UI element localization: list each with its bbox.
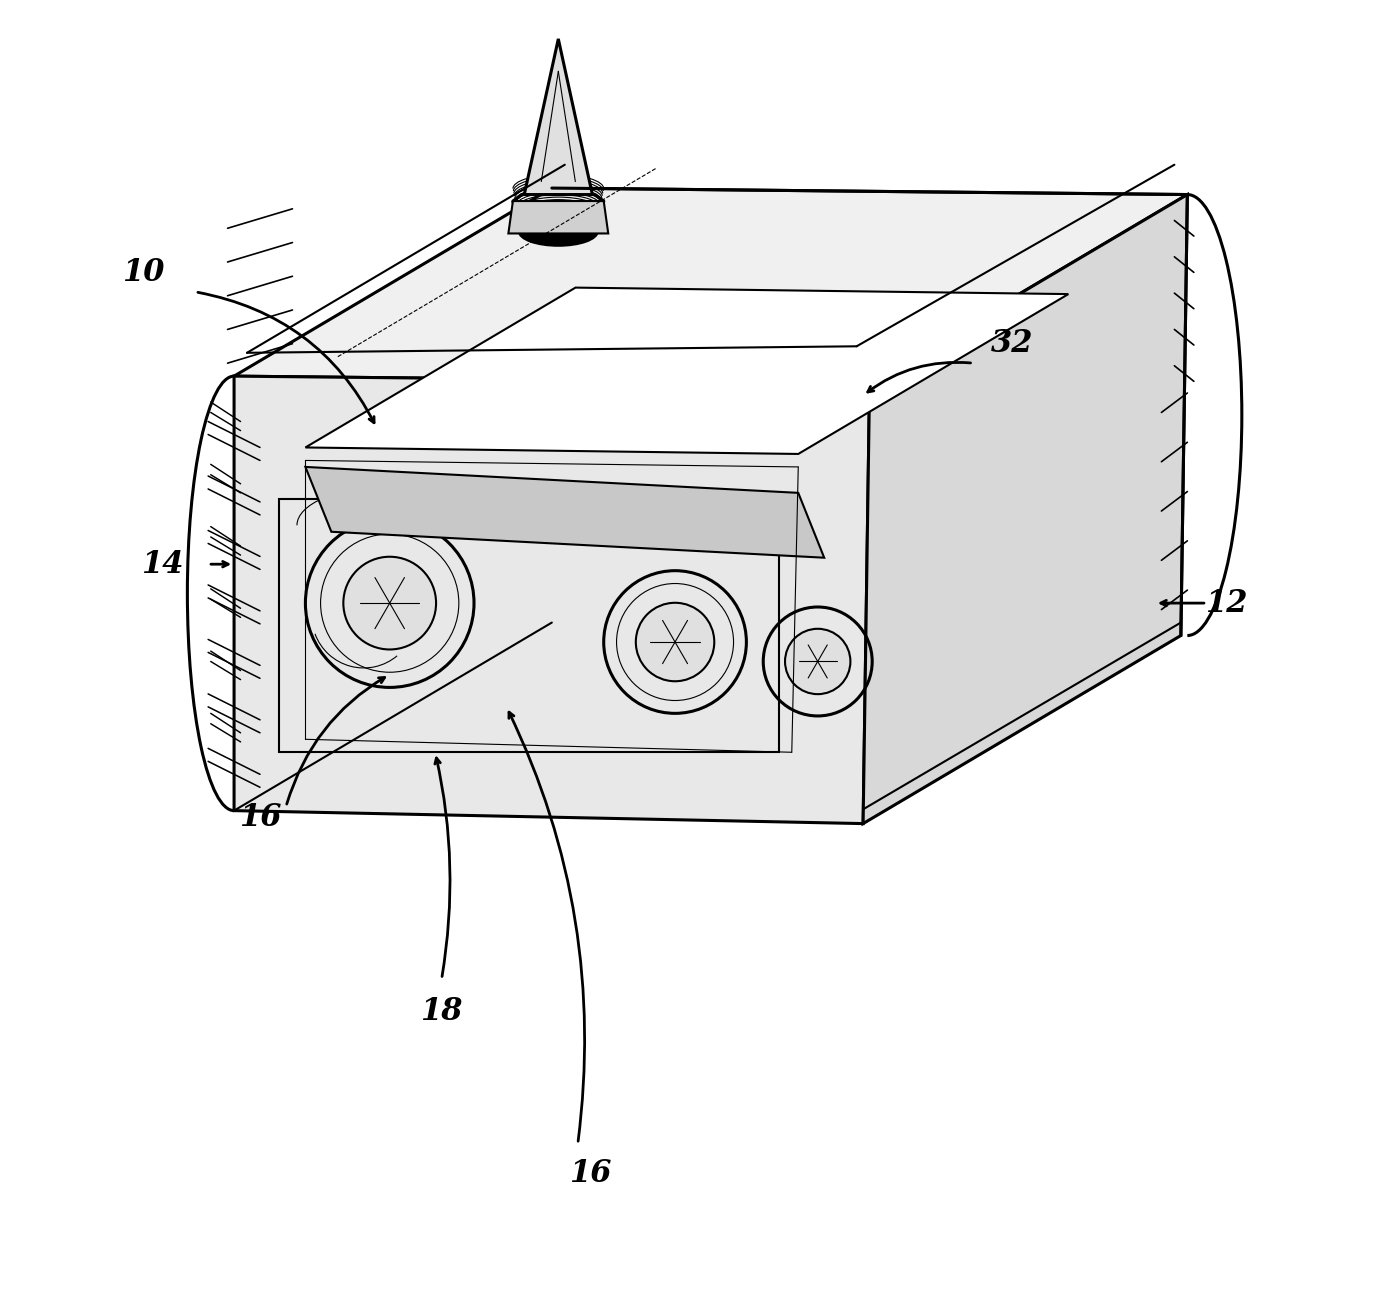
PathPatch shape: [306, 288, 1068, 454]
PathPatch shape: [524, 39, 592, 195]
PathPatch shape: [235, 376, 870, 824]
Text: 32: 32: [990, 328, 1033, 359]
Text: 16: 16: [569, 1158, 613, 1189]
Circle shape: [343, 556, 436, 650]
Circle shape: [785, 629, 850, 694]
Text: 14: 14: [142, 549, 183, 580]
Text: 18: 18: [421, 996, 463, 1027]
Text: 12: 12: [1206, 588, 1247, 619]
Circle shape: [636, 603, 714, 681]
PathPatch shape: [508, 201, 608, 233]
PathPatch shape: [863, 195, 1188, 824]
Text: 10: 10: [122, 257, 164, 288]
PathPatch shape: [306, 467, 824, 558]
PathPatch shape: [235, 188, 1188, 383]
Text: 16: 16: [239, 802, 281, 833]
